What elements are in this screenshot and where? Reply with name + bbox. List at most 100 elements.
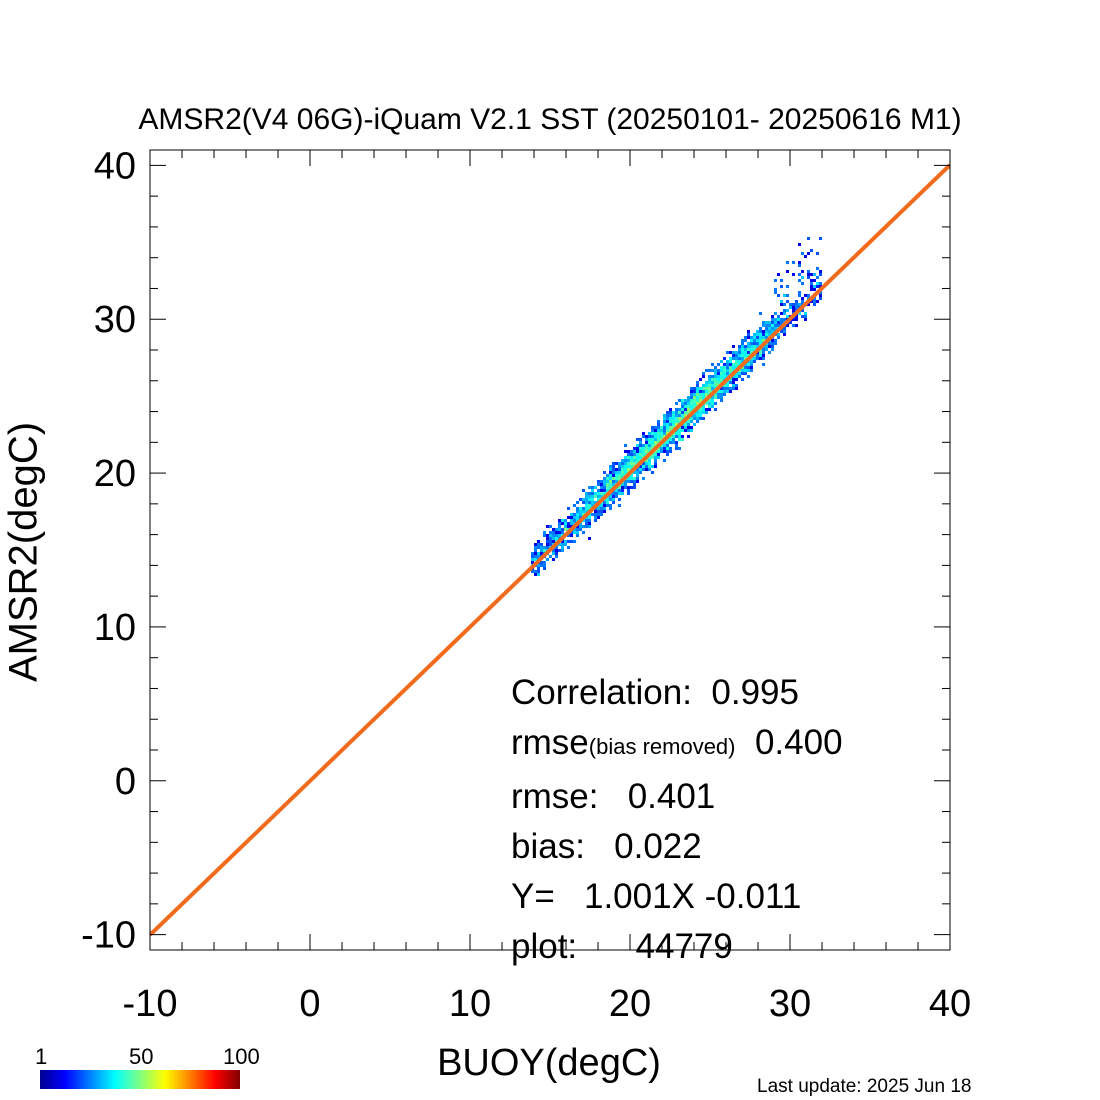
density-cell (678, 399, 681, 402)
density-cell (696, 393, 699, 396)
density-cell (561, 522, 564, 525)
density-cell (597, 489, 600, 492)
density-cell (639, 453, 642, 456)
density-cell (597, 495, 600, 498)
density-cell (720, 369, 723, 372)
density-cell (753, 357, 756, 360)
density-cell (600, 495, 603, 498)
density-cell (813, 300, 816, 303)
density-cell (558, 549, 561, 552)
density-cell (801, 315, 804, 318)
density-cell (708, 387, 711, 390)
density-cell (573, 519, 576, 522)
density-cell (699, 417, 702, 420)
density-cell (657, 432, 660, 435)
y-tick-label: -10 (81, 915, 136, 957)
density-cell (702, 390, 705, 393)
density-cell (669, 438, 672, 441)
density-cell (753, 339, 756, 342)
density-cell (768, 345, 771, 348)
density-cell (564, 522, 567, 525)
density-cell (594, 495, 597, 498)
density-cell (729, 366, 732, 369)
density-cell (549, 525, 552, 528)
density-cell (744, 354, 747, 357)
density-cell (807, 303, 810, 306)
density-cell (561, 546, 564, 549)
density-cell (579, 522, 582, 525)
density-cell (573, 528, 576, 531)
density-cell (561, 531, 564, 534)
density-cell (615, 471, 618, 474)
chart-title: AMSR2(V4 06G)-iQuam V2.1 SST (20250101- … (138, 103, 962, 136)
density-cell (645, 462, 648, 465)
density-cell (546, 543, 549, 546)
density-cell (699, 408, 702, 411)
density-cell (657, 420, 660, 423)
density-cell (633, 459, 636, 462)
density-cell (750, 336, 753, 339)
density-cell (654, 465, 657, 468)
density-cell (786, 324, 789, 327)
density-cell (816, 276, 819, 279)
density-cell (804, 312, 807, 315)
density-cell (774, 279, 777, 282)
density-cell (585, 525, 588, 528)
density-cell (576, 528, 579, 531)
density-cell (582, 513, 585, 516)
density-cell (594, 513, 597, 516)
density-cell (612, 483, 615, 486)
density-cell (699, 399, 702, 402)
density-cell (675, 423, 678, 426)
density-cell (621, 489, 624, 492)
density-cell (600, 483, 603, 486)
density-cell (639, 456, 642, 459)
stat-bias-label: bias: (511, 827, 585, 866)
density-cell (690, 420, 693, 423)
density-cell (597, 516, 600, 519)
density-cell (690, 402, 693, 405)
density-cell (723, 390, 726, 393)
density-cell (771, 348, 774, 351)
density-cell (549, 534, 552, 537)
density-cell (660, 426, 663, 429)
density-cell (630, 480, 633, 483)
density-cell (579, 498, 582, 501)
density-cell (714, 378, 717, 381)
stat-correlation-label: Correlation: (511, 673, 692, 712)
density-cell (645, 441, 648, 444)
density-cell (588, 495, 591, 498)
density-cell (777, 336, 780, 339)
stat-rmse-bias-removed: rmse(bias removed) 0.400 (511, 718, 843, 772)
density-cell (597, 483, 600, 486)
density-cell (714, 393, 717, 396)
density-cell (711, 384, 714, 387)
density-cell (678, 438, 681, 441)
density-cell (747, 336, 750, 339)
stat-rmse-br-sub: (bias removed) (588, 734, 736, 759)
density-cell (795, 324, 798, 327)
density-cell (630, 477, 633, 480)
density-cell (594, 486, 597, 489)
density-cell (681, 399, 684, 402)
density-cell (672, 426, 675, 429)
density-cell (666, 426, 669, 429)
density-cell (723, 375, 726, 378)
density-cell (750, 339, 753, 342)
density-cell (792, 309, 795, 312)
density-cell (801, 300, 804, 303)
density-cell (756, 342, 759, 345)
density-cell (678, 414, 681, 417)
density-cell (690, 396, 693, 399)
density-cell (723, 387, 726, 390)
density-cell (777, 321, 780, 324)
density-cell (768, 333, 771, 336)
density-cell (687, 423, 690, 426)
density-cell (582, 501, 585, 504)
density-cell (588, 519, 591, 522)
density-cell (810, 249, 813, 252)
density-cell (732, 366, 735, 369)
density-cell (789, 321, 792, 324)
density-cell (678, 420, 681, 423)
density-cell (666, 450, 669, 453)
